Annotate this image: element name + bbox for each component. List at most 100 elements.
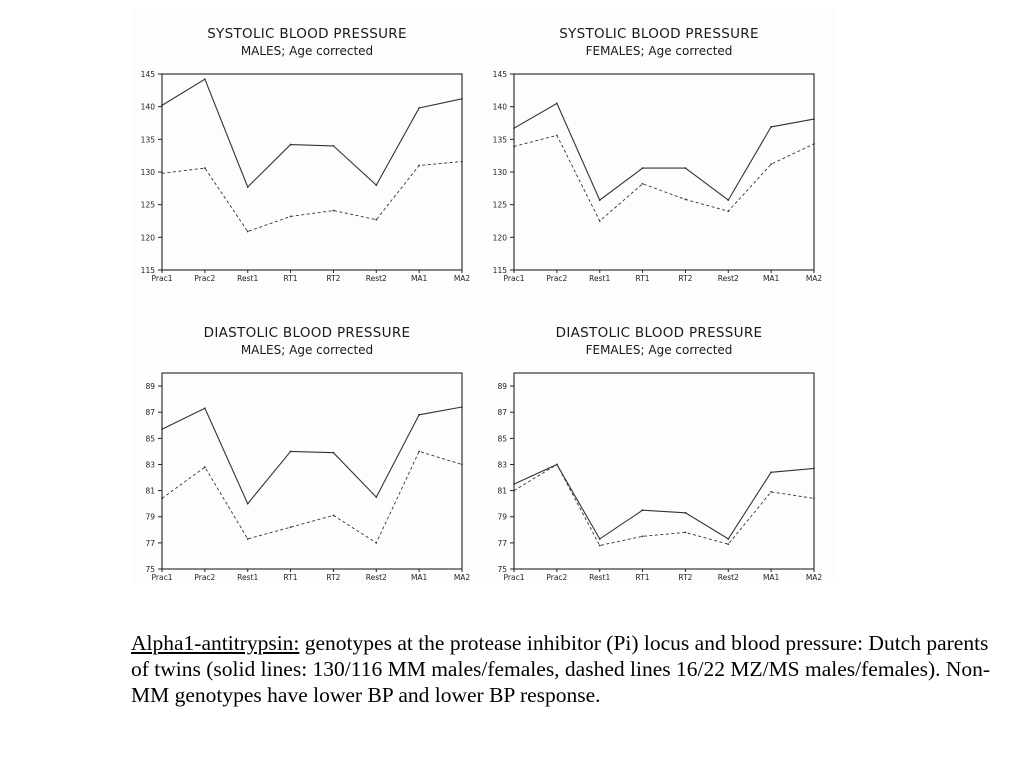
solid-series-point <box>513 127 515 130</box>
solid-series-point <box>684 511 687 514</box>
x-tick-label: Rest2 <box>366 573 387 582</box>
solid-series-point <box>161 428 163 431</box>
x-tick-label: RT2 <box>678 274 692 283</box>
chart-diastolic-females: DIASTOLIC BLOOD PRESSURE FEMALES; Age co… <box>484 323 834 583</box>
dashed-series-point <box>375 218 378 221</box>
y-tick-label: 135 <box>141 135 156 144</box>
x-tick-label: Rest2 <box>366 274 387 283</box>
y-tick-label: 75 <box>145 565 155 574</box>
dashed-series-point <box>813 143 815 145</box>
x-tick-label: RT1 <box>284 573 298 582</box>
y-tick-label: 89 <box>497 382 507 391</box>
solid-series-point <box>332 144 335 147</box>
y-tick-label: 140 <box>493 103 508 112</box>
chart-title: SYSTOLIC BLOOD PRESSURE <box>207 26 407 42</box>
line-plot: 75 77 79 81 83 85 87 89 Prac1 Prac2 Rest1 RT1 RT2 Res… <box>145 372 470 582</box>
solid-series-point <box>641 509 644 512</box>
y-tick-label: 87 <box>497 408 507 417</box>
caption-text: genotypes at the protease inhibitor (Pi)… <box>131 631 991 707</box>
x-tick-label: MA2 <box>806 274 823 283</box>
y-tick-label: 83 <box>497 460 507 469</box>
dashed-series-point <box>598 544 601 547</box>
solid-series-point <box>375 184 378 186</box>
x-tick-label: Prac1 <box>504 274 525 283</box>
chart-subtitle: MALES; Age corrected <box>240 44 374 58</box>
y-tick-label: 145 <box>493 70 508 79</box>
chart-title: SYSTOLIC BLOOD PRESSURE <box>559 26 759 42</box>
y-tick-label: 85 <box>145 434 155 443</box>
dashed-series-point <box>161 172 163 175</box>
solid-series-point <box>203 78 206 81</box>
x-tick-label: RT1 <box>636 274 650 283</box>
solid-series-point <box>289 143 292 146</box>
caption: Alpha1-antitrypsin: genotypes at the pro… <box>131 630 1011 708</box>
dashed-series-point <box>598 220 601 222</box>
line-plot: 75 77 79 81 83 85 87 89 Prac1 Prac2 Rest1 RT1 RT2 Res… <box>497 372 823 582</box>
chart-title: DIASTOLIC BLOOD PRESSURE <box>203 325 411 341</box>
dashed-series-line <box>161 450 463 544</box>
x-tick-label: Rest1 <box>589 573 610 582</box>
x-tick-label: Prac1 <box>152 573 173 582</box>
solid-series-point <box>246 502 249 505</box>
x-tick-label: MA1 <box>763 573 780 582</box>
dashed-series-point <box>684 198 687 201</box>
line-plot: 115 120 125 130 135 140 145 Prac1 Prac2 Rest1 RT1 R… <box>493 70 823 283</box>
solid-series-point <box>813 467 815 470</box>
x-tick-label: Rest1 <box>589 274 610 283</box>
dashed-series-point <box>727 210 730 213</box>
x-tick-label: MA1 <box>411 274 428 283</box>
solid-series-point <box>727 538 730 540</box>
dashed-series-point <box>461 463 463 466</box>
plot-frame <box>513 73 815 271</box>
y-tick-label: 120 <box>141 233 156 242</box>
y-tick-label: 87 <box>145 408 155 417</box>
y-tick-label: 81 <box>497 487 507 496</box>
plot-frame <box>513 372 815 570</box>
x-tick-label: Rest1 <box>237 274 258 283</box>
chart-title: DIASTOLIC BLOOD PRESSURE <box>555 325 763 341</box>
dashed-series-point <box>813 497 815 500</box>
dashed-series-point <box>246 230 249 233</box>
y-tick-label: 125 <box>141 201 156 210</box>
y-tick-label: 75 <box>497 565 507 574</box>
solid-series-point <box>813 118 815 120</box>
chart-diastolic-males: DIASTOLIC BLOOD PRESSURE MALES; Age corr… <box>132 323 482 583</box>
y-tick-label: 77 <box>497 539 507 548</box>
dashed-series-point <box>513 145 515 148</box>
dashed-series-point <box>727 543 730 546</box>
solid-series-point <box>641 167 644 169</box>
dashed-series-point <box>513 489 515 492</box>
x-tick-label: Rest2 <box>718 573 739 582</box>
x-tick-label: RT2 <box>678 573 692 582</box>
dashed-series-point <box>555 463 558 466</box>
solid-series-point <box>246 186 249 188</box>
y-tick-label: 79 <box>497 513 507 522</box>
y-tick-label: 145 <box>141 70 156 79</box>
chart-subtitle: FEMALES; Age corrected <box>585 343 733 357</box>
dashed-series-point <box>555 134 558 137</box>
solid-series-point <box>161 104 163 107</box>
x-tick-label: RT1 <box>284 274 298 283</box>
dashed-series-point <box>684 531 687 534</box>
dashed-series-line <box>161 161 463 233</box>
solid-series-point <box>684 167 687 169</box>
x-tick-label: Prac2 <box>194 274 215 283</box>
plot-frame <box>161 73 463 271</box>
y-tick-label: 89 <box>145 382 155 391</box>
y-tick-label: 120 <box>493 233 508 242</box>
y-tick-label: 125 <box>493 201 508 210</box>
x-tick-label: Prac2 <box>546 573 567 582</box>
dashed-series-point <box>418 450 421 453</box>
dashed-series-point <box>461 160 463 163</box>
x-tick-label: MA2 <box>806 573 823 582</box>
y-tick-label: 79 <box>145 513 155 522</box>
chart-systolic-females: SYSTOLIC BLOOD PRESSURE FEMALES; Age cor… <box>484 24 834 284</box>
dashed-series-point <box>289 215 292 218</box>
x-tick-label: Prac2 <box>546 274 567 283</box>
solid-series-point <box>598 538 601 540</box>
solid-series-line <box>513 102 815 201</box>
x-tick-label: RT1 <box>636 573 650 582</box>
line-plot: 115 120 125 130 135 140 145 Prac1 Prac2 Rest1 RT1 R… <box>141 70 471 283</box>
y-tick-label: 130 <box>493 168 508 177</box>
dashed-series-point <box>203 466 206 468</box>
